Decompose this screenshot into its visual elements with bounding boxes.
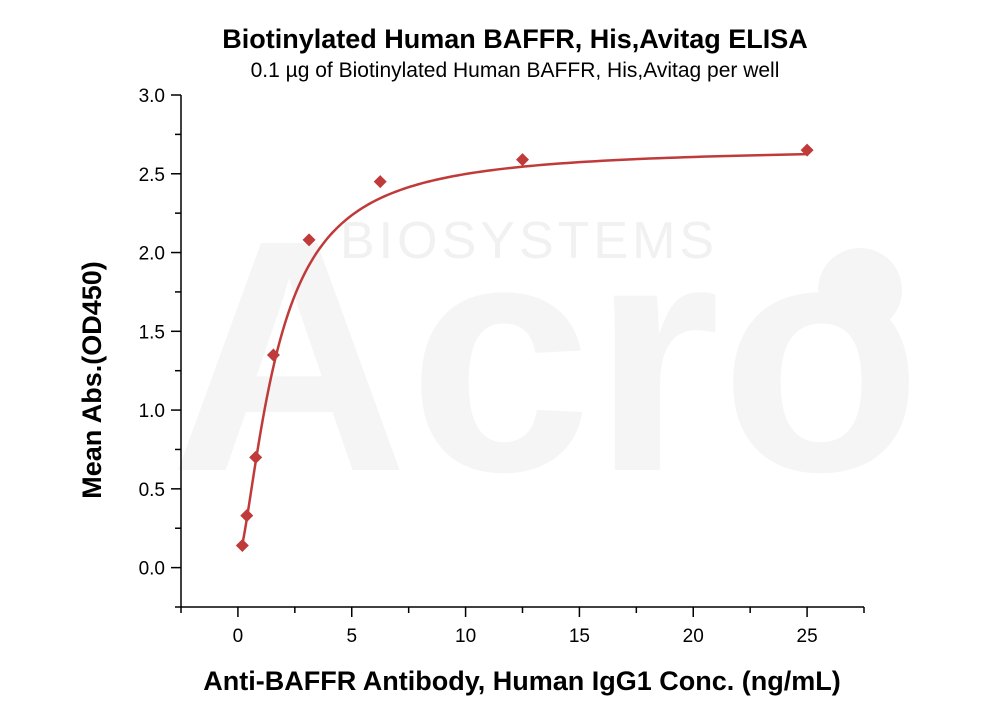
y-tick-label: 2.5 [139, 165, 165, 186]
watermark-sub: BIOSYSTEMS [340, 212, 718, 270]
x-tick-label: 15 [569, 626, 590, 647]
y-ticks: 0.0 0.5 1.0 1.5 2.0 2.5 3.0 [139, 86, 181, 608]
data-point [266, 348, 280, 362]
y-tick-label: 3.0 [139, 86, 165, 107]
x-tick-label: 25 [797, 626, 818, 647]
y-tick-label: 1.5 [139, 322, 165, 343]
y-tick-label: 0.5 [139, 480, 165, 501]
y-tick-label: 1.0 [139, 401, 165, 422]
data-point [240, 509, 254, 523]
watermark: Acro BIOSYSTEMS [170, 171, 922, 540]
x-axis-label: Anti-BAFFR Antibody, Human IgG1 Conc. (n… [203, 666, 840, 696]
chart-title: Biotinylated Human BAFFR, His,Avitag ELI… [222, 24, 808, 54]
watermark-dot [818, 248, 902, 332]
data-points [235, 143, 814, 553]
x-tick-label: 20 [683, 626, 704, 647]
x-tick-label: 0 [233, 626, 244, 647]
data-point [235, 539, 249, 553]
x-tick-label: 5 [346, 626, 357, 647]
data-point [800, 143, 814, 157]
y-tick-label: 0.0 [139, 559, 165, 580]
x-tick-label: 10 [455, 626, 476, 647]
data-point [516, 153, 529, 167]
chart-subtitle: 0.1 µg of Biotinylated Human BAFFR, His,… [251, 59, 780, 82]
y-axis-label: Mean Abs.(OD450) [77, 261, 107, 499]
data-point [249, 450, 263, 464]
watermark-brand: Acro [170, 171, 922, 540]
data-point [373, 175, 387, 189]
x-ticks: 0 5 10 15 20 25 [180, 607, 865, 647]
data-point [302, 233, 316, 247]
y-tick-label: 2.0 [139, 244, 165, 265]
